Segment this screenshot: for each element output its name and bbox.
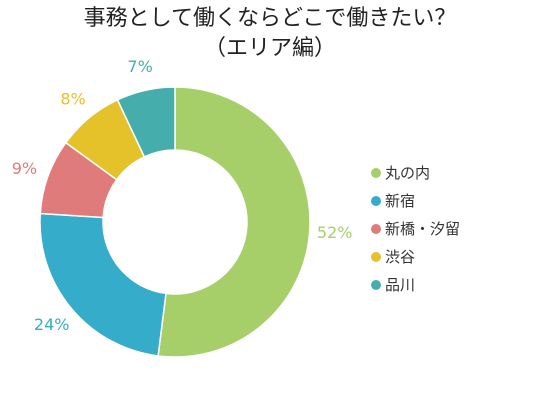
chart-title: 事務として働くならどこで働きたい？ [83, 6, 457, 31]
legend-label-slice-5: 品川 [385, 276, 415, 294]
pct-label-slice-3: 9% [12, 159, 37, 178]
pct-label-slice-2: 24% [34, 315, 70, 334]
legend-swatch-slice-4 [371, 252, 381, 262]
chart-subtitle: （エリア編） [203, 36, 336, 61]
donut-slice-5 [116, 86, 176, 158]
legend-label-slice-3: 新橋・汐留 [385, 220, 460, 238]
legend-label-slice-2: 新宿 [385, 192, 415, 210]
legend-label-slice-1: 丸の内 [385, 164, 430, 182]
legend-label-slice-4: 渋谷 [385, 248, 415, 266]
pct-label-slice-1: 52% [317, 223, 353, 242]
pct-label-slice-5: 7% [127, 57, 152, 76]
donut-slice-1 [157, 86, 311, 358]
legend-swatch-slice-5 [371, 280, 381, 290]
legend-swatch-slice-3 [371, 224, 381, 234]
legend-swatch-slice-1 [371, 168, 381, 178]
donut-slice-2 [39, 212, 167, 357]
pct-label-slice-4: 8% [60, 90, 85, 109]
legend-swatch-slice-2 [371, 196, 381, 206]
